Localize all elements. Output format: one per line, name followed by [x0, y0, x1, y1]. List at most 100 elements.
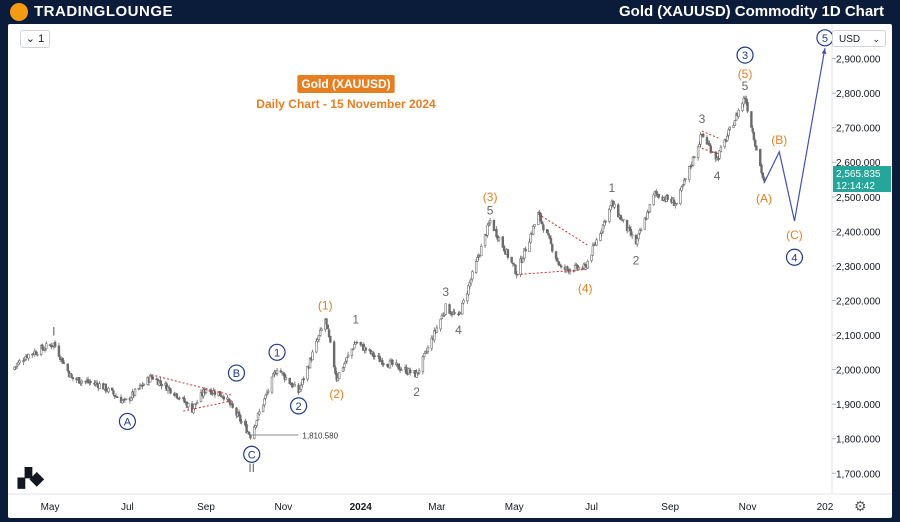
price-chart[interactable]: 1,700.000 1,800.000 1,900.000 2,000.000 2,10…	[8, 24, 892, 518]
candle-body	[400, 369, 403, 371]
candle-body	[318, 329, 322, 336]
candle-body	[430, 337, 433, 349]
chart-panel[interactable]: 1,700.000 1,800.000 1,900.000 2,000.000 2,10…	[8, 24, 892, 518]
candle-body	[629, 229, 633, 236]
x-tick-label: Jul	[585, 502, 598, 513]
candle-body	[646, 211, 649, 219]
candle-body	[435, 327, 439, 333]
candle-body	[142, 383, 146, 386]
candle-body	[440, 315, 444, 320]
candle-body	[622, 218, 625, 221]
chevron-down-icon: ⌄	[25, 33, 36, 45]
candle-body	[762, 177, 766, 181]
wave-label-circle	[268, 343, 286, 361]
candle-body	[693, 156, 696, 159]
candle-body	[256, 413, 260, 420]
candle-body	[71, 377, 75, 379]
candle-body	[718, 150, 721, 159]
candle-body	[617, 204, 620, 218]
candle-body	[13, 366, 16, 370]
candle-body	[727, 129, 730, 136]
candle-body	[558, 264, 562, 266]
candle-body	[680, 186, 683, 191]
candle-body	[160, 383, 163, 387]
y-tick-label: 2,200.000	[836, 296, 881, 307]
candle-body	[306, 366, 309, 380]
candle-body	[137, 388, 141, 390]
candle-body	[752, 132, 756, 140]
candle-body	[426, 347, 430, 353]
candle-body	[265, 392, 269, 395]
candle-body	[98, 383, 101, 389]
candle-body	[264, 394, 267, 399]
candle-body	[359, 341, 362, 345]
wave-label: 4	[714, 169, 721, 183]
candle-body	[732, 125, 735, 128]
candle-body	[461, 302, 464, 315]
candle-body	[728, 126, 732, 130]
candle-body	[469, 278, 473, 284]
candle-body	[253, 426, 256, 440]
candle-body	[104, 383, 108, 392]
y-tick-label: 1,800.000	[836, 435, 881, 446]
candle-body	[341, 367, 345, 372]
candle-body	[311, 351, 314, 361]
candle-body	[169, 388, 172, 394]
x-tick-label: Nov	[739, 502, 757, 513]
wave-label-circle	[785, 248, 804, 266]
candle-body	[483, 233, 487, 247]
candle-body	[521, 258, 525, 263]
candle-body	[679, 189, 682, 205]
y-tick-label: 1,700.000	[836, 469, 881, 480]
x-tick-label: May	[505, 502, 524, 513]
candle-body	[95, 382, 99, 385]
candle-body	[448, 304, 451, 314]
candlestick-series	[13, 95, 766, 440]
y-tick-label: 2,100.000	[836, 331, 881, 342]
candle-body	[557, 261, 560, 265]
candle-body	[486, 224, 489, 236]
y-tick-label: 2,600.000	[836, 158, 881, 169]
candle-body	[444, 303, 447, 315]
wave-label: 5	[742, 79, 749, 93]
y-tick-label: 2,500.000	[836, 193, 881, 204]
candle-body	[149, 375, 152, 383]
interval-selector-button[interactable]: ⌄ 1	[20, 30, 50, 48]
candle-body	[586, 261, 589, 269]
candle-body	[329, 336, 332, 343]
x-tick-label: Sep	[197, 502, 215, 513]
candle-body	[547, 232, 550, 236]
candle-body	[66, 363, 70, 372]
wave-label: 1	[352, 312, 359, 326]
candle-body	[477, 255, 480, 258]
candle-body	[245, 424, 248, 434]
candle-body	[130, 397, 133, 401]
candle-body	[315, 340, 318, 353]
candle-body	[320, 328, 323, 331]
candle-body	[43, 348, 47, 351]
wave-label: 1	[609, 181, 616, 195]
candle-body	[742, 97, 745, 105]
x-tick-label: Mar	[428, 502, 446, 513]
candle-body	[409, 369, 412, 374]
candle-body	[675, 202, 678, 205]
wave-label: (2)	[329, 387, 344, 401]
triangle-trendline	[516, 268, 588, 276]
candle-body	[510, 256, 513, 263]
candle-body	[263, 398, 266, 406]
candle-body	[648, 203, 652, 213]
interval-value: 1	[38, 33, 45, 45]
settings-gear-icon[interactable]: ⚙	[854, 498, 867, 514]
candle-body	[619, 214, 622, 221]
wave-label-circle	[227, 364, 246, 382]
tradingview-logo-icon[interactable]: ▞◆	[18, 468, 44, 488]
candle-body	[723, 139, 726, 147]
candle-body	[18, 360, 21, 364]
triangle-trendline	[538, 213, 589, 246]
candle-body	[34, 351, 38, 355]
bar-countdown-label: 12:14:42	[836, 181, 875, 192]
currency-selector-button[interactable]: USD ⌄	[832, 30, 886, 47]
candle-body	[308, 357, 312, 369]
wave-label: 4	[455, 323, 462, 337]
wave-label: 5	[822, 33, 828, 45]
